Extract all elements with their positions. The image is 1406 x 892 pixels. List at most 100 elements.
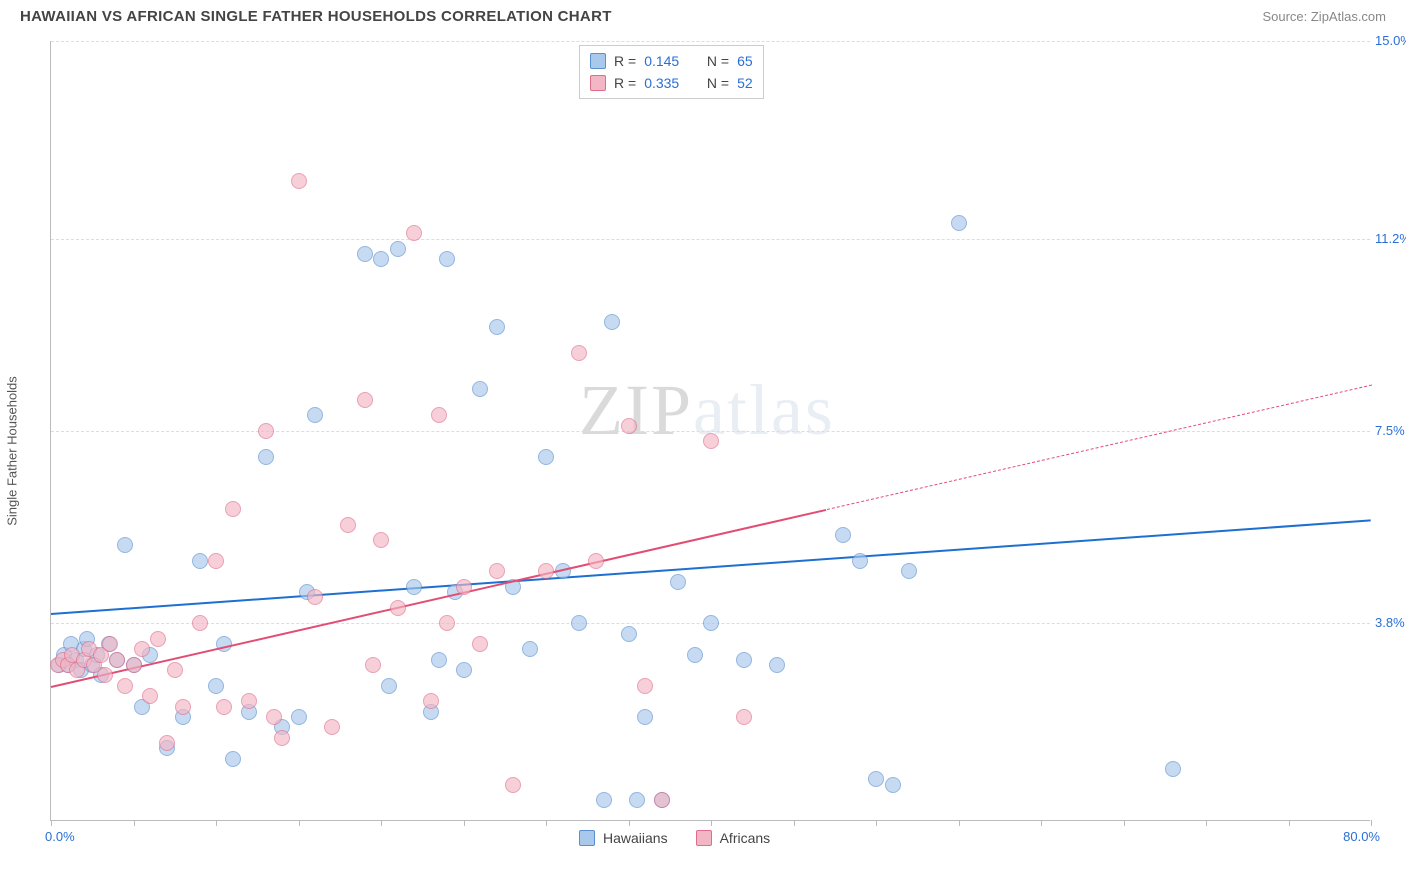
data-point [150, 631, 166, 647]
chart-title: HAWAIIAN VS AFRICAN SINGLE FATHER HOUSEH… [20, 8, 612, 25]
data-point [357, 246, 373, 262]
y-tick-label: 15.0% [1375, 33, 1406, 48]
data-point [406, 225, 422, 241]
watermark-bold: ZIP [579, 370, 693, 450]
data-point [835, 527, 851, 543]
data-point [901, 563, 917, 579]
data-point [390, 600, 406, 616]
data-point [505, 777, 521, 793]
data-point [340, 517, 356, 533]
data-point [852, 553, 868, 569]
data-point [1165, 761, 1181, 777]
data-point [423, 693, 439, 709]
data-point [703, 615, 719, 631]
y-tick-label: 3.8% [1375, 615, 1406, 630]
data-point [307, 407, 323, 423]
x-tick [876, 820, 877, 826]
data-point [324, 719, 340, 735]
x-tick [216, 820, 217, 826]
y-tick-label: 7.5% [1375, 423, 1406, 438]
data-point [225, 751, 241, 767]
data-point [439, 251, 455, 267]
data-point [274, 730, 290, 746]
data-point [291, 709, 307, 725]
source-prefix: Source: [1262, 9, 1310, 24]
x-tick [1124, 820, 1125, 826]
data-point [489, 563, 505, 579]
source-link[interactable]: ZipAtlas.com [1311, 9, 1386, 24]
data-point [406, 579, 422, 595]
data-point [431, 652, 447, 668]
data-point [472, 636, 488, 652]
data-point [258, 423, 274, 439]
data-point [381, 678, 397, 694]
data-point [736, 652, 752, 668]
data-point [588, 553, 604, 569]
data-point [307, 589, 323, 605]
y-tick-label: 11.2% [1375, 231, 1406, 246]
x-tick [1206, 820, 1207, 826]
legend-label: Hawaiians [603, 830, 668, 846]
x-tick [1041, 820, 1042, 826]
data-point [167, 662, 183, 678]
data-point [456, 579, 472, 595]
data-point [225, 501, 241, 517]
legend-stats: R = 0.145 N = 65R = 0.335 N = 52 [579, 45, 764, 99]
data-point [885, 777, 901, 793]
legend-swatch [579, 830, 595, 846]
data-point [357, 392, 373, 408]
gridline [51, 239, 1370, 240]
data-point [621, 418, 637, 434]
n-label: N = [707, 72, 729, 94]
x-tick [959, 820, 960, 826]
data-point [736, 709, 752, 725]
n-label: N = [707, 50, 729, 72]
data-point [192, 553, 208, 569]
data-point [596, 792, 612, 808]
plot-region: ZIPatlas 3.8%7.5%11.2%15.0%0.0%80.0%R = … [50, 41, 1370, 821]
legend-series: HawaiiansAfricans [579, 830, 770, 846]
legend-item: Hawaiians [579, 830, 668, 846]
data-point [365, 657, 381, 673]
chart-area: Single Father Households ZIPatlas 3.8%7.… [0, 31, 1406, 871]
legend-swatch [590, 75, 606, 91]
data-point [216, 699, 232, 715]
x-tick [51, 820, 52, 826]
data-point [117, 537, 133, 553]
data-point [208, 678, 224, 694]
legend-swatch [590, 53, 606, 69]
data-point [769, 657, 785, 673]
data-point [489, 319, 505, 335]
data-point [654, 792, 670, 808]
x-tick [794, 820, 795, 826]
y-axis-label: Single Father Households [5, 376, 20, 526]
source-attribution: Source: ZipAtlas.com [1262, 9, 1386, 24]
data-point [571, 615, 587, 631]
data-point [637, 709, 653, 725]
data-point [258, 449, 274, 465]
data-point [703, 433, 719, 449]
chart-header: HAWAIIAN VS AFRICAN SINGLE FATHER HOUSEH… [0, 0, 1406, 31]
x-tick [464, 820, 465, 826]
data-point [102, 636, 118, 652]
data-point [538, 563, 554, 579]
r-value: 0.145 [644, 50, 679, 72]
trend-line [51, 519, 1371, 615]
x-min-label: 0.0% [45, 829, 75, 844]
r-value: 0.335 [644, 72, 679, 94]
gridline [51, 41, 1370, 42]
data-point [97, 667, 113, 683]
x-tick [134, 820, 135, 826]
data-point [621, 626, 637, 642]
data-point [951, 215, 967, 231]
data-point [373, 532, 389, 548]
data-point [687, 647, 703, 663]
data-point [109, 652, 125, 668]
data-point [208, 553, 224, 569]
x-tick [546, 820, 547, 826]
data-point [134, 641, 150, 657]
data-point [868, 771, 884, 787]
legend-stats-row: R = 0.145 N = 65 [590, 50, 753, 72]
x-tick [1371, 820, 1372, 826]
data-point [431, 407, 447, 423]
